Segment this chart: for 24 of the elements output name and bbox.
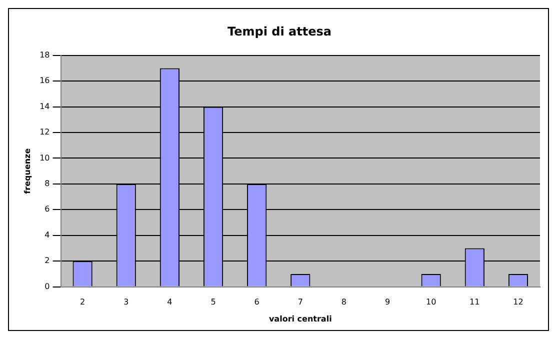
x-tick-label: 8 xyxy=(341,298,346,307)
x-tick-label: 6 xyxy=(254,298,260,307)
x-tick-label: 2 xyxy=(80,298,86,307)
y-tick-label: 10 xyxy=(40,153,50,162)
y-tick-label: 18 xyxy=(40,50,50,60)
y-tick-label: 4 xyxy=(44,230,50,240)
x-tick-label: 11 xyxy=(470,298,480,307)
x-tick-label: 9 xyxy=(384,298,390,307)
y-tick-label: 6 xyxy=(44,204,50,214)
x-tick-label: 4 xyxy=(167,298,172,307)
y-axis-title: frequenze xyxy=(22,148,32,194)
y-tick-label: 0 xyxy=(44,282,50,291)
x-tick-label: 3 xyxy=(124,298,129,307)
x-tick-label: 7 xyxy=(298,298,303,307)
x-tick-label: 10 xyxy=(426,298,436,307)
y-tick-label: 2 xyxy=(44,256,50,266)
x-tick-label: 12 xyxy=(513,298,524,307)
x-tick-label: 5 xyxy=(210,298,216,307)
y-tick-label: 16 xyxy=(40,76,50,86)
y-tick-label: 8 xyxy=(44,179,50,188)
x-axis-title: valori centrali xyxy=(268,314,332,324)
y-tick-label: 14 xyxy=(40,102,50,111)
y-tick-label: 12 xyxy=(40,128,50,137)
chart-title: Tempi di attesa xyxy=(228,24,332,38)
